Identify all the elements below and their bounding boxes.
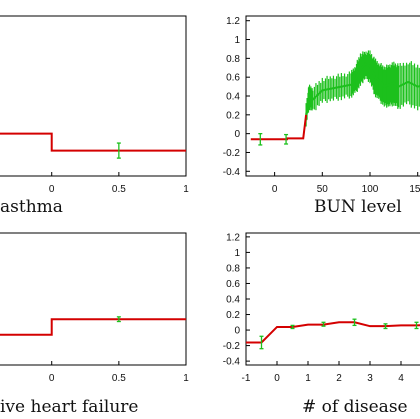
y-tick-label: 0.8 [226, 263, 240, 274]
x-tick-label: 3 [367, 373, 373, 384]
x-tick-label: 50 [317, 184, 329, 195]
x-tick-label: 0 [272, 184, 278, 195]
x-axis-label: asthma [0, 197, 63, 217]
y-tick-label: 1 [234, 248, 240, 259]
x-tick-label: 150 [409, 184, 420, 195]
x-tick-label: 1 [183, 184, 189, 195]
plot-frame [245, 232, 420, 366]
x-axis-label: ive heart failure [0, 397, 138, 417]
x-tick-label: 4 [398, 373, 404, 384]
y-tick-label: -0.4 [223, 357, 241, 368]
y-tick-label: 0.6 [226, 279, 240, 290]
y-tick-label: 0 [234, 326, 240, 337]
x-axis-label: # of disease [302, 397, 408, 417]
series-line [0, 132, 186, 152]
plot-frame [0, 232, 187, 366]
band-mean-line [305, 62, 420, 115]
x-tick-label: 2 [336, 373, 342, 384]
x-tick-label: 0.5 [112, 184, 126, 195]
plot-frame [0, 15, 187, 177]
x-tick-label: 0.5 [112, 373, 126, 384]
x-tick-label: 0 [274, 373, 280, 384]
y-tick-label: 0.4 [226, 295, 240, 306]
x-tick-label: 0 [49, 373, 55, 384]
x-tick-label: 1 [305, 373, 311, 384]
series-line [246, 321, 420, 344]
y-tick-label: 1.2 [226, 232, 240, 243]
x-axis-label: BUN level [314, 197, 402, 217]
y-tick-label: -0.4 [223, 167, 241, 178]
y-tick-label: -0.2 [223, 148, 241, 159]
y-tick-label: 1 [234, 35, 240, 46]
x-tick-label: 0 [49, 184, 55, 195]
y-tick-label: 0.8 [226, 54, 240, 65]
y-tick-label: -0.2 [223, 341, 241, 352]
x-tick-label: 100 [362, 184, 379, 195]
y-tick-label: 0.4 [226, 92, 240, 103]
y-tick-label: 0.2 [226, 310, 240, 321]
y-tick-label: 0 [234, 129, 240, 140]
y-tick-label: 0.2 [226, 110, 240, 121]
series-line [0, 318, 186, 336]
x-tick-label: -1 [242, 373, 251, 384]
series-line [250, 114, 308, 141]
y-tick-label: 1.2 [226, 16, 240, 27]
y-tick-label: 0.6 [226, 73, 240, 84]
x-tick-label: 1 [183, 373, 189, 384]
